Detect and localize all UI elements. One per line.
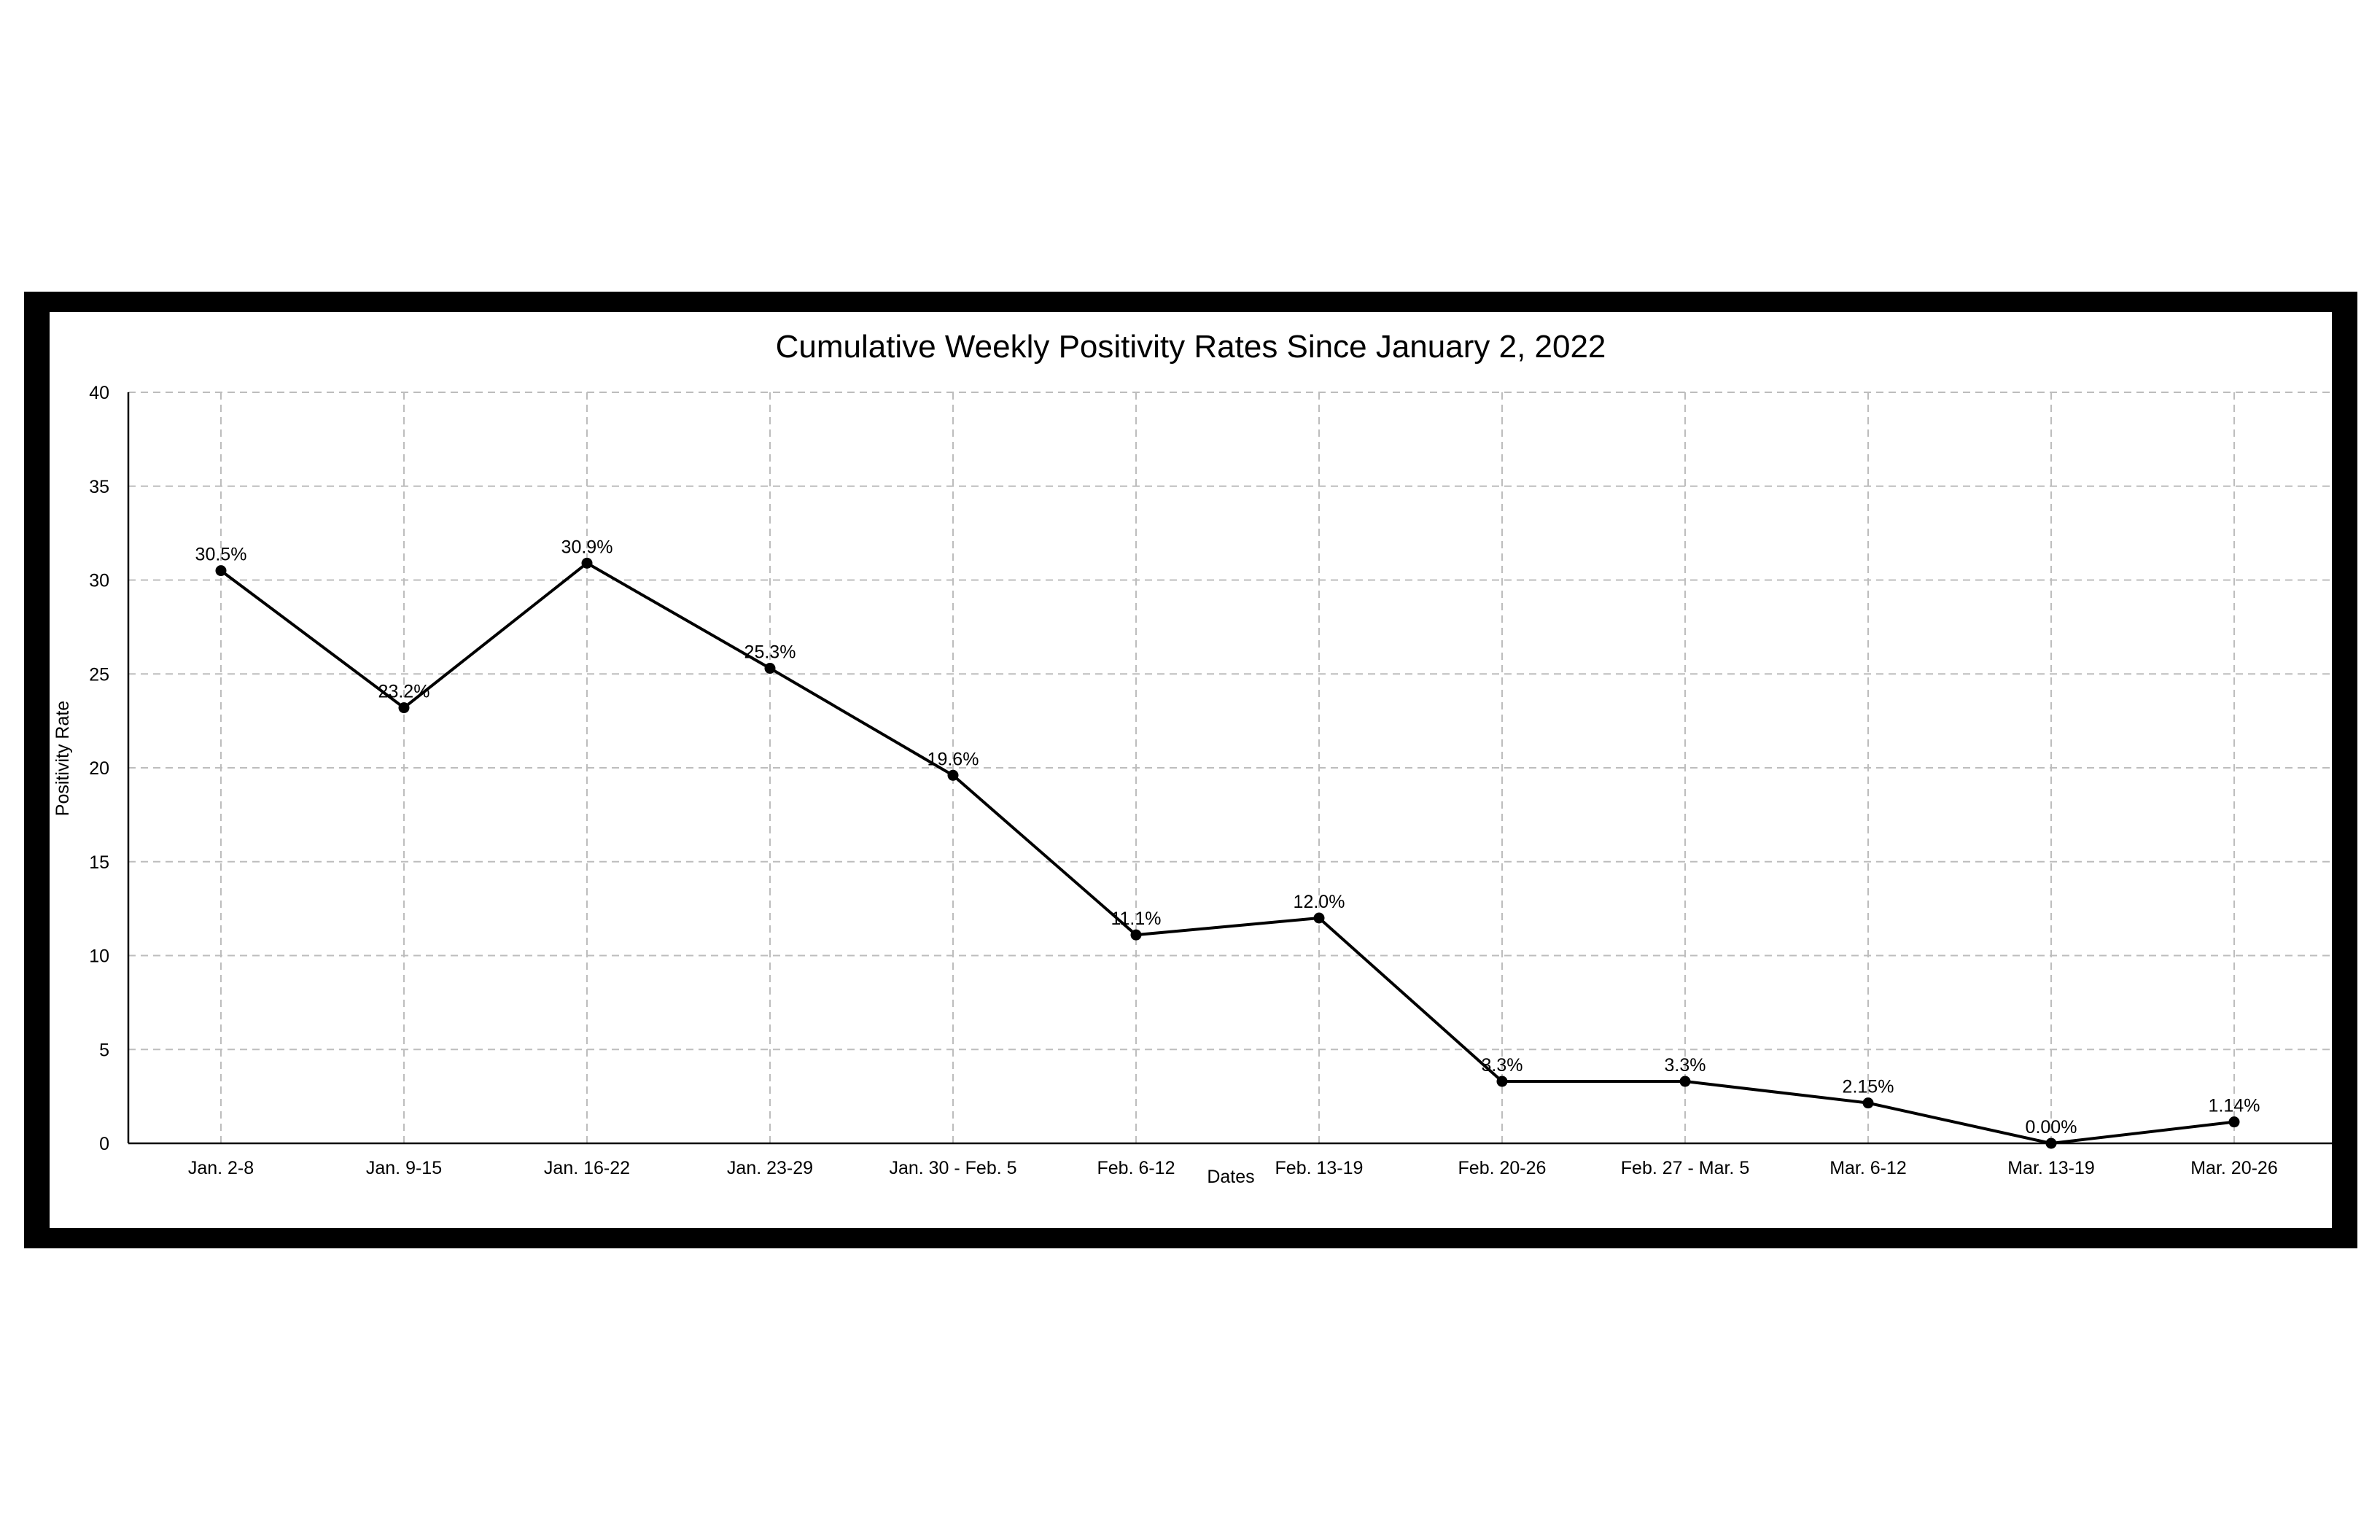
data-point	[2045, 1138, 2057, 1149]
x-tick-label: Jan. 16-22	[544, 1158, 630, 1178]
x-tick-label: Mar. 6-12	[1829, 1158, 1907, 1178]
data-label: 3.3%	[1482, 1055, 1523, 1076]
x-tick-label: Jan. 9-15	[366, 1158, 442, 1178]
data-labels: 30.5% 23.2% 30.9% 25.3% 19.6% 11.1% 12.0% 3.3% 3…	[195, 537, 2260, 1138]
data-label: 30.9%	[561, 537, 613, 557]
x-tick-label: Feb. 6-12	[1097, 1158, 1175, 1178]
line-chart: Cumulative Weekly Positivity Rates Since…	[52, 329, 2332, 1187]
y-tick-label: 5	[99, 1040, 109, 1060]
x-tick-labels: Jan. 2-8 Jan. 9-15 Jan. 16-22 Jan. 23-29 Jan…	[188, 1158, 2278, 1178]
x-tick-label: Feb. 13-19	[1275, 1158, 1364, 1178]
x-tick-label: Jan. 30 - Feb. 5	[889, 1158, 1016, 1178]
y-axis-title: Positivity Rate	[52, 701, 73, 816]
x-tick-label: Jan. 23-29	[727, 1158, 813, 1178]
data-label: 2.15%	[1843, 1077, 1894, 1097]
series-line	[219, 561, 2235, 1146]
data-label: 25.3%	[744, 642, 796, 663]
y-tick-label: 10	[89, 946, 109, 967]
data-point	[1862, 1097, 1874, 1109]
data-label: 11.1%	[1111, 909, 1161, 929]
x-tick-label: Feb. 20-26	[1458, 1158, 1547, 1178]
y-tick-label: 30	[89, 571, 109, 591]
data-label: 12.0%	[1294, 892, 1345, 912]
data-point	[1130, 929, 1142, 941]
x-tick-label: Jan. 2-8	[188, 1158, 254, 1178]
data-point	[1313, 912, 1325, 924]
data-label: 1.14%	[2209, 1096, 2260, 1116]
chart-panel: Cumulative Weekly Positivity Rates Since…	[50, 312, 2332, 1228]
x-tick-label: Feb. 27 - Mar. 5	[1621, 1158, 1749, 1178]
y-tick-label: 0	[99, 1134, 109, 1154]
y-tick-label: 15	[89, 852, 109, 873]
y-tick-labels: 0 5 10 15 20 25 30 35 40	[89, 383, 109, 1154]
data-point	[947, 769, 959, 781]
axes	[127, 392, 2332, 1145]
data-point	[215, 565, 227, 577]
data-point	[1679, 1076, 1691, 1087]
x-tick-label: Mar. 20-26	[2190, 1158, 2278, 1178]
data-label: 30.5%	[195, 545, 247, 565]
grid	[128, 392, 2332, 1143]
chart-frame: Cumulative Weekly Positivity Rates Since…	[24, 292, 2357, 1248]
data-point	[764, 663, 776, 674]
data-label: 0.00%	[2026, 1117, 2077, 1138]
data-label: 3.3%	[1665, 1055, 1706, 1076]
y-tick-label: 25	[89, 664, 109, 685]
data-label: 23.2%	[378, 682, 430, 702]
y-tick-label: 35	[89, 477, 109, 497]
y-tick-label: 40	[89, 383, 109, 403]
data-label: 19.6%	[928, 749, 979, 769]
data-point	[2228, 1116, 2240, 1128]
data-point	[581, 557, 593, 569]
x-axis-title: Dates	[1207, 1167, 1254, 1187]
chart-title: Cumulative Weekly Positivity Rates Since…	[776, 329, 1606, 365]
series	[215, 557, 2240, 1149]
y-tick-label: 20	[89, 758, 109, 779]
data-point	[1496, 1076, 1508, 1087]
x-tick-label: Mar. 13-19	[2007, 1158, 2095, 1178]
data-point	[398, 702, 410, 714]
